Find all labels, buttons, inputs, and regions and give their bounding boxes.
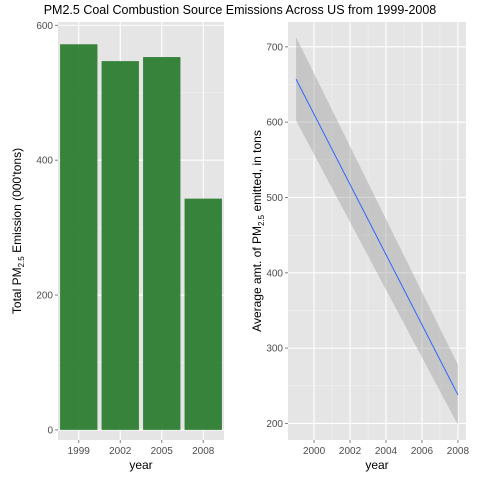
bar-x-axis-ticks: 1999 2002 2005 2008 [68,440,215,457]
y-tick-label: 600 [36,21,53,32]
y-tick-label: 400 [36,156,53,167]
bar-y-axis-title: Total PM2.5 Emission (000'tons) [10,148,26,314]
x-tick-label: 2006 [411,446,434,457]
y-tick-label: 400 [266,268,283,279]
x-tick-label: 2008 [447,446,470,457]
trend-gridlines [288,22,466,440]
y-tick-label: 500 [266,193,283,204]
x-tick-label: 2002 [109,446,132,457]
y-tick-label: 300 [266,344,283,355]
trend-y-axis-ticks: 200 300 400 500 600 700 [266,42,288,430]
x-tick-label: 2000 [303,446,326,457]
x-tick-label: 2004 [375,446,398,457]
trend-x-axis-ticks: 2000 2002 2004 2006 2008 [303,440,470,457]
trend-y-axis-title: Average amt. of PM2.5 emitted, in tons [250,130,266,332]
trend-line [295,79,459,396]
y-tick-label: 600 [266,118,283,129]
confidence-band [296,37,458,425]
x-tick-label: 2008 [192,446,215,457]
y-tick-label: 700 [266,42,283,53]
x-tick-label: 2002 [339,446,362,457]
y-tick-label: 0 [47,425,53,436]
trend-plot-background [288,22,466,440]
bar-y-axis-ticks: 0 200 400 600 [36,21,58,436]
bar-2002 [101,61,139,430]
trend-x-axis-title: year [365,458,388,472]
x-tick-label: 2005 [151,446,174,457]
bar-x-axis-title: year [129,458,152,472]
bar-chart-panel: 0 200 400 600 1999 2002 2005 2008 year Total P… [10,21,224,472]
chart-title: PM2.5 Coal Combustion Source Emissions A… [44,3,437,17]
bar-2008 [184,198,222,430]
y-tick-label: 200 [266,419,283,430]
bar-1999 [60,44,98,430]
x-tick-label: 1999 [68,446,91,457]
bar-2005 [143,57,181,430]
bars [60,44,222,430]
y-tick-label: 200 [36,291,53,302]
